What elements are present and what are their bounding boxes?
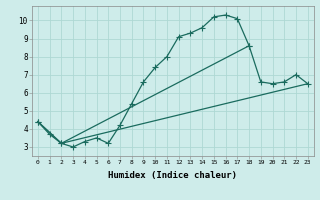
X-axis label: Humidex (Indice chaleur): Humidex (Indice chaleur) — [108, 171, 237, 180]
